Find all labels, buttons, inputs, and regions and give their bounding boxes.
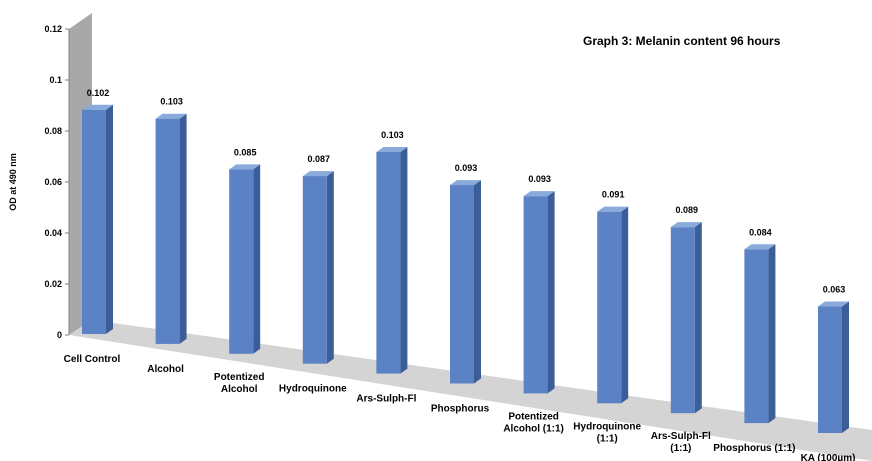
data-label: 0.084 bbox=[749, 227, 772, 237]
bar: 0.103 bbox=[376, 130, 408, 374]
y-axis-ticks: 0 0.02 0.04 0.06 0.08 0.1 0.12 bbox=[44, 24, 69, 340]
category-label-line: Alcohol bbox=[221, 384, 258, 395]
bar-front bbox=[744, 249, 769, 424]
bar-side bbox=[106, 104, 113, 335]
category-label-line: Cell Control bbox=[64, 354, 121, 365]
bar: 0.084 bbox=[744, 227, 776, 424]
bar-side bbox=[179, 113, 187, 344]
bar-side bbox=[547, 191, 555, 394]
data-label: 0.087 bbox=[308, 154, 331, 164]
y-tick-label: 0.12 bbox=[44, 24, 62, 34]
category-label: Potentized Alcohol bbox=[214, 372, 265, 395]
category-label-line: Alcohol bbox=[147, 364, 184, 375]
bar-side bbox=[842, 301, 849, 433]
y-tick-label: 0.1 bbox=[49, 75, 62, 85]
category-label: KA (100µm) bbox=[801, 453, 856, 461]
bar: 0.093 bbox=[523, 174, 555, 394]
bar: 0.093 bbox=[450, 163, 481, 384]
category-label: Potentized Alcohol (1:1) bbox=[503, 411, 564, 434]
bar-top bbox=[450, 180, 481, 186]
data-label: 0.103 bbox=[381, 130, 404, 140]
bar: 0.091 bbox=[597, 190, 629, 404]
category-label: Alcohol bbox=[147, 364, 184, 375]
bar-front bbox=[82, 109, 106, 335]
chart-title: Graph 3: Melanin content 96 hours bbox=[583, 34, 781, 48]
bar-top bbox=[597, 206, 629, 212]
bar-side bbox=[768, 244, 776, 424]
bar-top bbox=[376, 146, 408, 152]
bar: 0.103 bbox=[155, 97, 187, 344]
category-label: Ars-Sulph-Fl bbox=[356, 394, 416, 405]
y-tick-label: 0.02 bbox=[44, 279, 62, 289]
data-label: 0.093 bbox=[528, 174, 551, 184]
bar-side bbox=[694, 222, 702, 414]
y-tick-label: 0.04 bbox=[44, 228, 62, 238]
bar: 0.102 bbox=[82, 88, 113, 335]
y-axis-label: OD at 490 nm bbox=[8, 153, 18, 211]
bar-front bbox=[302, 176, 327, 364]
bar-front bbox=[597, 211, 622, 404]
category-label: Ars-Sulph-Fl (1:1) bbox=[651, 431, 711, 454]
category-label-line: Ars-Sulph-Fl bbox=[356, 394, 416, 405]
data-label: 0.085 bbox=[234, 147, 257, 157]
category-label-line: (1:1) bbox=[597, 433, 618, 444]
data-label: 0.103 bbox=[160, 97, 183, 107]
bar: 0.087 bbox=[302, 154, 334, 364]
bar-top bbox=[155, 113, 187, 119]
category-label-line: (1:1) bbox=[670, 443, 691, 454]
category-label-line: Ars-Sulph-Fl bbox=[651, 431, 711, 442]
y-tick-label: 0.06 bbox=[44, 177, 62, 187]
bar: 0.063 bbox=[818, 285, 849, 433]
bar-front bbox=[229, 169, 254, 354]
chart-floor bbox=[69, 320, 872, 461]
bar-side bbox=[621, 206, 629, 404]
bar-side bbox=[400, 146, 408, 374]
bar-side bbox=[253, 164, 261, 354]
y-tick-label: 0 bbox=[57, 330, 62, 340]
data-label: 0.089 bbox=[676, 205, 699, 215]
bar: 0.085 bbox=[229, 147, 261, 354]
category-label-line: KA (100µm) bbox=[801, 453, 856, 461]
category-label-line: Hydroquinone bbox=[279, 384, 347, 395]
data-label: 0.063 bbox=[823, 285, 846, 295]
bar-top bbox=[818, 301, 849, 307]
bar-top bbox=[744, 244, 776, 250]
category-label-line: Potentized bbox=[508, 411, 559, 422]
category-label: Phosphorus (1:1) bbox=[713, 443, 795, 454]
bar-top bbox=[229, 164, 261, 170]
category-label: Cell Control bbox=[64, 354, 121, 365]
category-label-line: Potentized bbox=[214, 372, 265, 383]
category-label-line: Phosphorus (1:1) bbox=[713, 443, 795, 454]
bar-side bbox=[474, 180, 481, 384]
bar-front bbox=[450, 185, 474, 384]
bar: 0.089 bbox=[670, 205, 702, 414]
category-label: Hydroquinone bbox=[279, 384, 347, 395]
bar-top bbox=[82, 104, 113, 110]
y-tick-label: 0.08 bbox=[44, 126, 62, 136]
bar-front bbox=[523, 196, 548, 394]
bar-front bbox=[818, 306, 842, 433]
bar-front bbox=[155, 118, 180, 344]
bar-front bbox=[376, 151, 401, 374]
category-label-line: Phosphorus bbox=[431, 404, 490, 415]
category-label-line: Hydroquinone bbox=[573, 421, 641, 432]
data-label: 0.091 bbox=[602, 190, 625, 200]
category-label: Hydroquinone (1:1) bbox=[573, 421, 641, 444]
bar-series: 0.102 0.103 0.085 0.087 0.103 0.093 0.093 0.091… bbox=[82, 88, 849, 433]
bar-front bbox=[670, 227, 695, 414]
bar-top bbox=[670, 222, 702, 228]
data-label: 0.093 bbox=[455, 163, 478, 173]
bar-top bbox=[523, 191, 555, 197]
bar-top bbox=[302, 171, 334, 177]
category-label-line: Alcohol (1:1) bbox=[503, 423, 564, 434]
category-label: Phosphorus bbox=[431, 404, 490, 415]
bar-side bbox=[326, 171, 334, 364]
data-label: 0.102 bbox=[87, 88, 110, 98]
